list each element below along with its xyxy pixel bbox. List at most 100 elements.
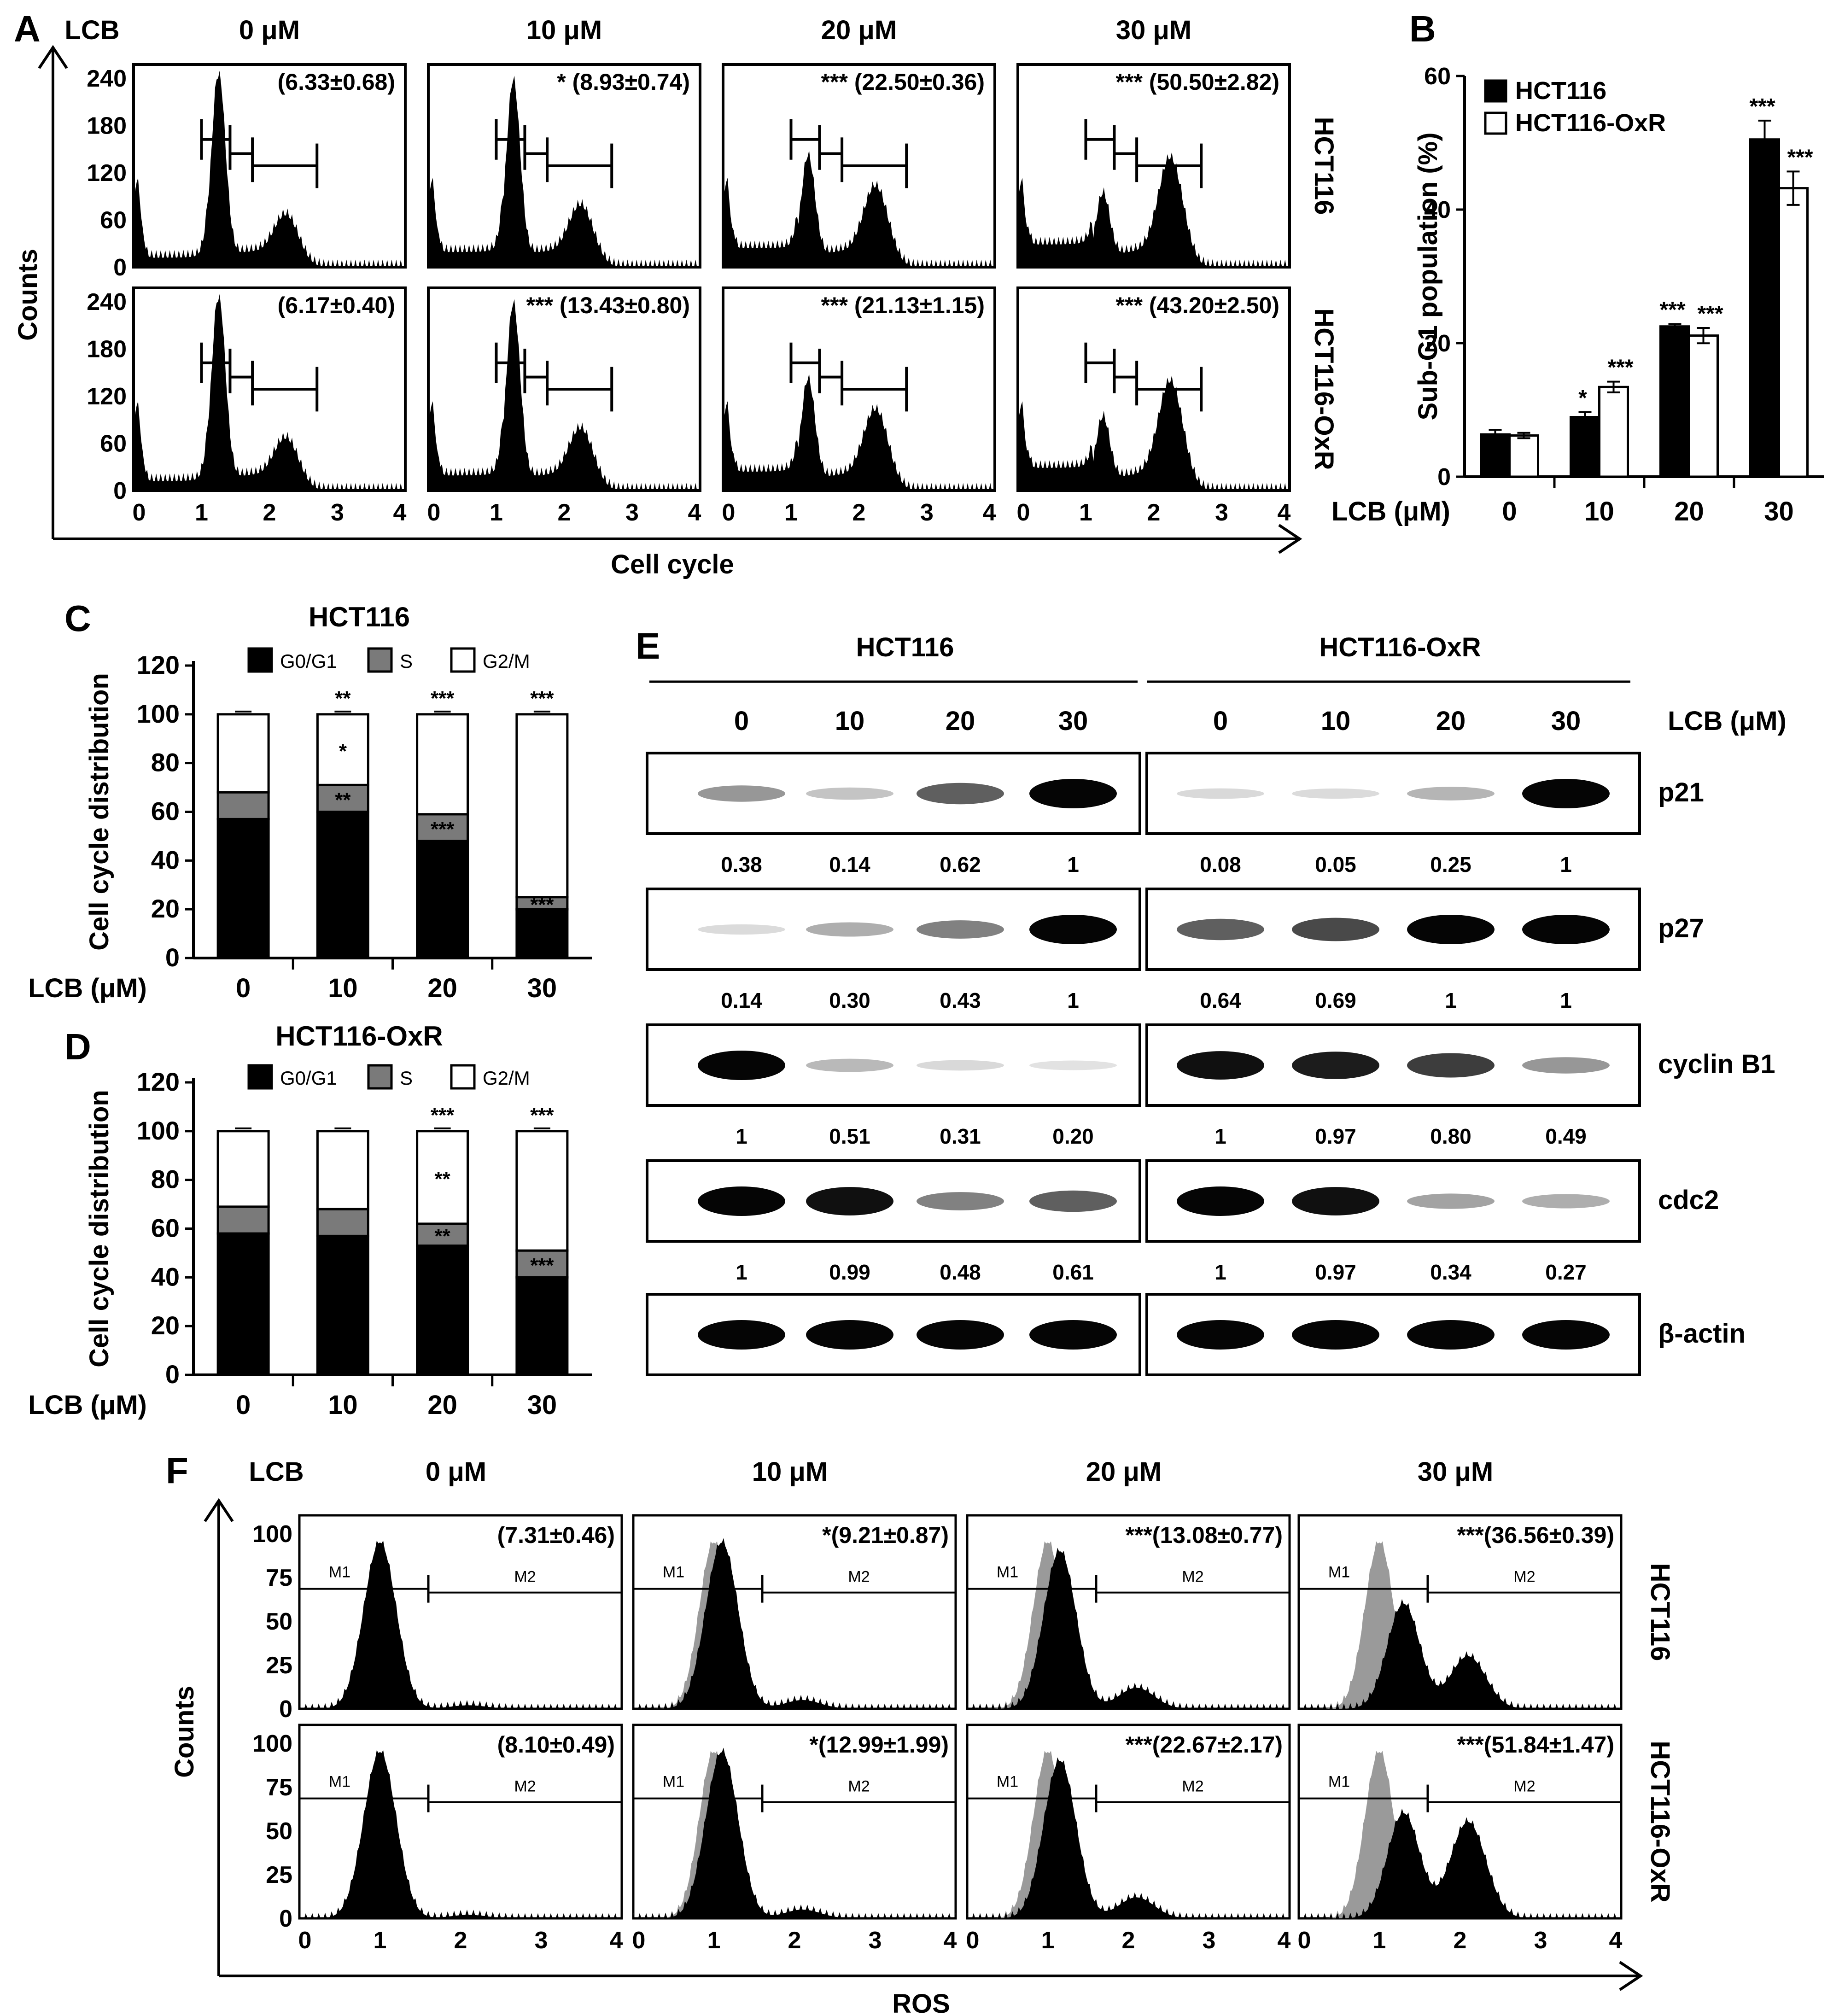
panel-f-column-label: 10 μM xyxy=(752,1457,828,1487)
panel-d-top-significance: *** xyxy=(530,1104,554,1127)
panel-a-y-tick: 240 xyxy=(87,289,127,316)
panel-e-band xyxy=(917,783,1004,805)
panel-a-histogram: (6.17±0.40) 0 60 120 180 240 0 1 2 3 4 xyxy=(87,286,407,526)
panel-d-x-tick: 30 xyxy=(527,1390,557,1420)
panel-e-band xyxy=(1292,1052,1379,1079)
panel-e-quantification: 0.48 xyxy=(940,1260,981,1284)
panel-a-x-tick: 3 xyxy=(625,499,639,526)
panel-e-band xyxy=(1029,1190,1117,1212)
panel-e-band xyxy=(917,920,1004,939)
panel-a-x-tick: 0 xyxy=(427,499,441,526)
panel-letter-f: F xyxy=(166,1450,188,1491)
panel-a-subg1-value: *** (13.43±0.80) xyxy=(526,292,690,318)
panel-d-segment-significance: *** xyxy=(530,1254,554,1277)
panel-f-row-label: HCT116 xyxy=(1645,1563,1675,1661)
panel-e-quantification: 1 xyxy=(1560,988,1572,1012)
panel-c-x-tick: 0 xyxy=(236,973,251,1003)
panel-e-quantification: 0.27 xyxy=(1545,1260,1587,1284)
panel-f-plot-frame xyxy=(966,1514,1291,1710)
panel-a-subg1-value: *** (43.20±2.50) xyxy=(1116,292,1279,318)
panel-c-title: HCT116 xyxy=(309,602,410,632)
panel-letter-d: D xyxy=(64,1026,91,1067)
panel-e-band xyxy=(1292,1187,1379,1215)
panel-a-x-tick: 4 xyxy=(1278,499,1291,526)
panel-e-band xyxy=(1522,1057,1610,1074)
panel-a-histogram: * (8.93±0.74) xyxy=(427,63,701,269)
panel-d-bar-segment xyxy=(416,1245,469,1376)
panel-a-x-tick: 4 xyxy=(688,499,701,526)
panel-f-gate-label-m1: M1 xyxy=(329,1564,350,1581)
panel-e-band xyxy=(698,924,785,935)
panel-f-histogram: M1 M2 *(12.99±1.99) 0 1 2 3 4 xyxy=(632,1724,957,1954)
panel-b-bar xyxy=(1778,187,1809,478)
panel-f-sample-histogram xyxy=(1299,1808,1621,1918)
panel-f-x-tick: 3 xyxy=(1534,1927,1547,1954)
panel-f-x-tick: 4 xyxy=(944,1927,957,1954)
panel-c-y-tick: 60 xyxy=(151,797,180,826)
panel-c-x-tick: 30 xyxy=(527,973,557,1003)
panel-f-gate-label-m1: M1 xyxy=(663,1564,684,1581)
panel-e-quantification: 0.14 xyxy=(721,988,762,1012)
panel-f-x-tick: 3 xyxy=(535,1927,548,1954)
panel-a: LCB 0 μM 10 μM 20 μM 30 μM Counts Cell cycle HC… xyxy=(13,15,1339,579)
panel-d-x-tick: 20 xyxy=(427,1390,457,1420)
panel-e-protein-label: cdc2 xyxy=(1658,1185,1719,1215)
panel-f-y-tick: 25 xyxy=(266,1862,292,1888)
panel-f-gate-label-m2: M2 xyxy=(514,1568,536,1586)
panel-f-ros-value: ***(22.67±2.17) xyxy=(1125,1732,1283,1758)
panel-f-control-histogram xyxy=(1299,1541,1621,1709)
panel-f-gate-label-m2: M2 xyxy=(848,1778,870,1795)
panel-d-x-tick: 0 xyxy=(236,1390,251,1420)
panel-c-y-label: Cell cycle distribution xyxy=(84,673,114,951)
panel-a-subg1-value: *** (50.50±2.82) xyxy=(1116,69,1279,95)
panel-c-bar-segment xyxy=(416,813,469,842)
panel-a-histogram-area xyxy=(1018,152,1290,267)
panel-e-quantification: 0.69 xyxy=(1315,988,1356,1012)
panel-a-row-label: HCT116 xyxy=(1309,117,1339,215)
panel-c-segment-significance: *** xyxy=(530,924,554,947)
panel-b-bar xyxy=(1749,138,1780,478)
panel-f-x-tick: 4 xyxy=(610,1927,623,1954)
panel-f-gate-label-m2: M2 xyxy=(514,1778,536,1795)
panel-c-legend-label: S xyxy=(400,650,413,672)
panel-a-x-tick: 3 xyxy=(1215,499,1228,526)
panel-e-quantification: 0.25 xyxy=(1430,853,1471,877)
panel-e-quantification: 0.34 xyxy=(1430,1260,1471,1284)
panel-e-band xyxy=(1407,1053,1495,1078)
panel-f-x-tick: 1 xyxy=(1373,1927,1386,1954)
panel-e-quantification: 0.99 xyxy=(829,1260,870,1284)
panel-c-legend-swatch xyxy=(247,647,273,673)
panel-e-protein-label: cyclin B1 xyxy=(1658,1049,1775,1079)
panel-e-band xyxy=(1177,1051,1264,1080)
panel-a-x-tick: 0 xyxy=(133,499,146,526)
panel-c-bar-segment xyxy=(416,840,469,959)
panel-a-x-arrow xyxy=(1278,524,1302,554)
panel-a-histogram-area xyxy=(723,150,995,267)
panel-f: LCB 0 μM 10 μM 20 μM 30 μM Counts ROS HCT116 HCT… xyxy=(169,1457,1675,2016)
panel-f-ros-value: ***(13.08±0.77) xyxy=(1125,1522,1283,1548)
panel-c-y-tick: 20 xyxy=(151,894,180,923)
panel-c-x-tick: 10 xyxy=(328,973,358,1003)
panel-f-y-tick: 50 xyxy=(266,1818,292,1845)
panel-f-ros-value: ***(36.56±0.39) xyxy=(1457,1522,1614,1548)
panel-f-row-label: HCT116-OxR xyxy=(1645,1741,1675,1902)
panel-c-bar-segment xyxy=(416,713,469,816)
panel-f-y-tick: 75 xyxy=(266,1774,292,1801)
panel-e-lane-label: 30 xyxy=(1551,706,1581,736)
panel-f-histogram: M1 M2 ***(36.56±0.39) xyxy=(1297,1514,1623,1710)
panel-f-y-tick: 100 xyxy=(252,1730,292,1757)
panel-a-x-tick: 2 xyxy=(558,499,571,526)
panel-f-column-label: 20 μM xyxy=(1086,1457,1162,1487)
panel-f-sample-histogram xyxy=(299,1750,622,1918)
panel-letter-b: B xyxy=(1409,8,1436,49)
panel-d-y-tick: 60 xyxy=(151,1214,180,1243)
panel-f-y-tick: 0 xyxy=(279,1696,292,1723)
panel-d-y-tick: 20 xyxy=(151,1311,180,1340)
panel-a-lcb-label: LCB xyxy=(64,15,119,45)
panel-e-lane-label: 10 xyxy=(835,706,865,736)
panel-e-protein-label: p21 xyxy=(1658,777,1704,807)
panel-e-group-label: HCT116-OxR xyxy=(1319,632,1481,662)
panel-e-quantification: 0.97 xyxy=(1315,1260,1356,1284)
panel-a-y-tick: 180 xyxy=(87,336,127,363)
panel-d-segment-significance: ** xyxy=(435,1168,451,1190)
